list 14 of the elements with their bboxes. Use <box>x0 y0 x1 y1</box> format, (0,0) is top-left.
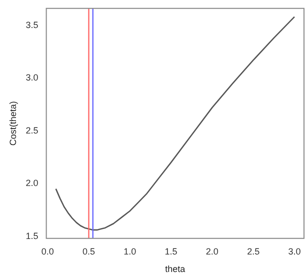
y-tick-label: 2.0 <box>26 178 38 188</box>
x-axis-title: theta <box>165 264 186 274</box>
x-tick-label: 3.0 <box>288 246 301 256</box>
x-tick-label: 1.0 <box>124 246 136 256</box>
y-tick-label: 2.5 <box>26 125 38 136</box>
y-tick-label: 3.0 <box>26 72 38 83</box>
y-tick-label: 1.5 <box>26 230 38 241</box>
x-tick-label: 1.5 <box>164 246 178 256</box>
x-tick-label: 0.5 <box>82 246 96 256</box>
x-tick-label: 0.0 <box>41 246 54 256</box>
y-axis-title: Cost(theta) <box>8 101 18 146</box>
x-tick-label: 2.0 <box>206 246 218 256</box>
x-tick-label: 2.5 <box>247 246 260 256</box>
y-tick-label: 3.5 <box>26 20 38 30</box>
